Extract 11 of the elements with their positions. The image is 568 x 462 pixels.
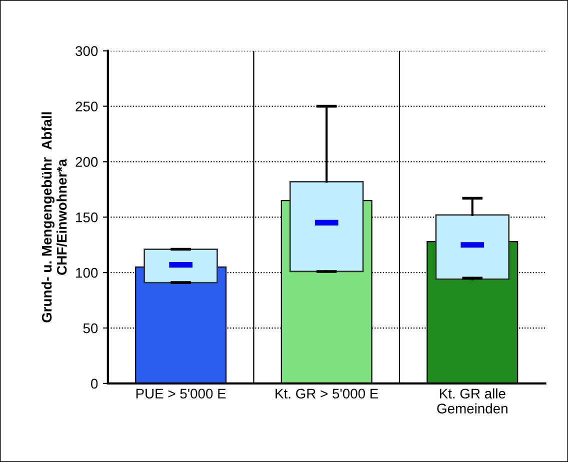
y-tick-label: 50 (83, 323, 98, 334)
x-tick-label: Kt. GR > 5'000 E (276, 388, 378, 399)
y-tick-label: 100 (76, 268, 98, 278)
y-tick-label: 150 (76, 212, 98, 222)
y-tick-label: 200 (76, 157, 98, 167)
y-tick-label: 300 (76, 46, 98, 56)
y-axis-title: Grund- u. Mengengebühr Abfall CHF/Einwohner*a (42, 112, 67, 322)
y-tick-label: 250 (76, 102, 98, 112)
y-tick-label: 0 (91, 378, 98, 389)
x-tick-label: Kt. GR alle Gemeinden (437, 388, 508, 414)
x-tick-label: PUE > 5'000 E (136, 388, 226, 399)
